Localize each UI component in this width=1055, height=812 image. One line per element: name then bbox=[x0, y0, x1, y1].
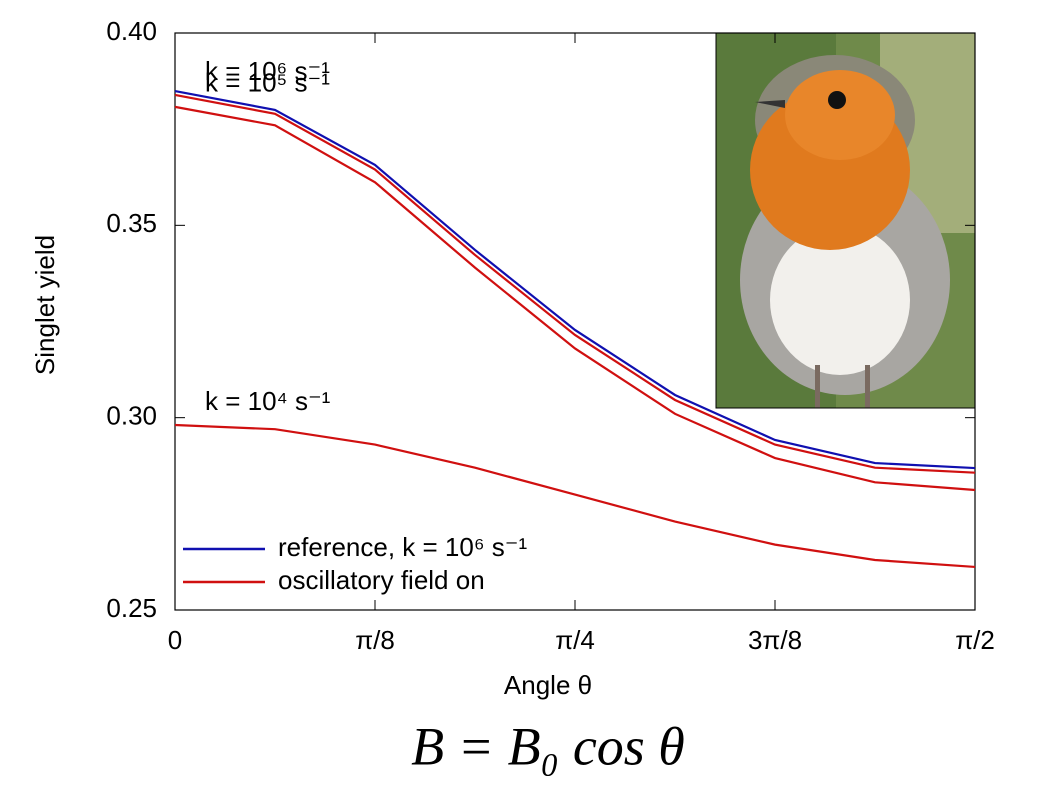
curve-annotation: k = 10⁵ s⁻¹ bbox=[205, 68, 330, 98]
x-tick-label: π/2 bbox=[955, 625, 995, 655]
series-line bbox=[174, 423, 976, 569]
x-tick-label: 0 bbox=[168, 625, 182, 655]
series-line bbox=[174, 90, 976, 470]
series-line bbox=[174, 93, 976, 474]
x-axis-label: Angle θ bbox=[504, 670, 592, 700]
y-tick-label: 0.40 bbox=[106, 16, 157, 46]
series-line bbox=[174, 105, 976, 492]
y-tick-label: 0.30 bbox=[106, 401, 157, 431]
robin-photo bbox=[715, 32, 976, 409]
curve-annotation: k = 10⁶ s⁻¹ bbox=[205, 56, 330, 86]
y-tick-label: 0.35 bbox=[106, 208, 157, 238]
legend-label: oscillatory field on bbox=[278, 565, 485, 595]
x-tick-label: π/4 bbox=[555, 625, 595, 655]
legend-label: reference, k = 10⁶ s⁻¹ bbox=[278, 532, 527, 562]
formula: B = B₀ cos θ bbox=[411, 716, 685, 776]
y-tick-label: 0.25 bbox=[106, 593, 157, 623]
curve-annotation: k = 10⁴ s⁻¹ bbox=[205, 386, 331, 416]
x-tick-label: π/8 bbox=[355, 625, 395, 655]
x-tick-label: 3π/8 bbox=[748, 625, 802, 655]
y-axis-label: Singlet yield bbox=[30, 235, 60, 375]
